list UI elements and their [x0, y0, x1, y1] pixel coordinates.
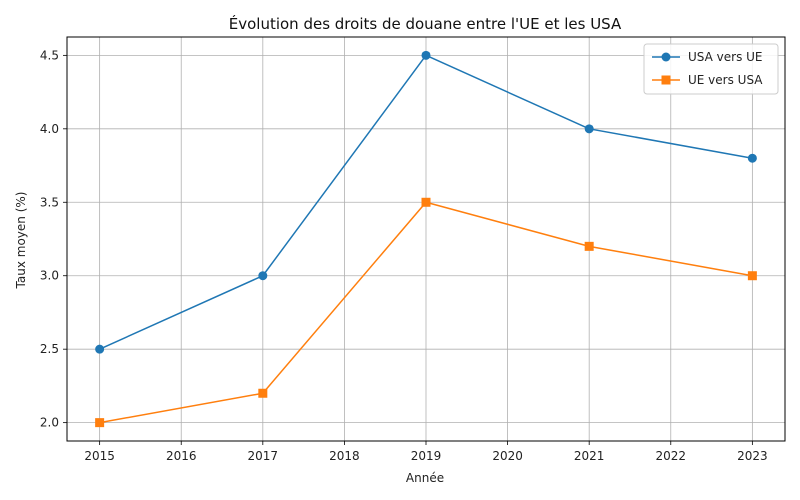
y-axis-label: Taux moyen (%) [14, 192, 28, 290]
data-point [584, 241, 594, 251]
x-tick-label: 2016 [166, 449, 197, 463]
x-tick-label: 2021 [574, 449, 605, 463]
x-axis-label: Année [406, 471, 444, 485]
legend-item: UE vers USA [652, 73, 763, 87]
series-layer [95, 50, 757, 428]
legend-label: UE vers USA [688, 73, 763, 87]
y-axis: 2.0 2.5 3.0 3.5 4.0 4.5 [40, 48, 67, 430]
data-point [584, 124, 594, 134]
chart-title: Évolution des droits de douane entre l'U… [229, 14, 622, 33]
series-1 [95, 197, 757, 428]
y-tick-label: 4.0 [40, 122, 59, 136]
data-point [747, 153, 757, 163]
legend-label: USA vers UE [688, 50, 763, 64]
x-tick-label: 2019 [411, 449, 442, 463]
y-tick-label: 2.0 [40, 416, 59, 430]
legend: USA vers UE UE vers USA [643, 43, 779, 95]
data-point [95, 344, 105, 354]
data-point [421, 197, 431, 207]
legend-swatch-marker [661, 52, 671, 62]
x-tick-label: 2015 [84, 449, 115, 463]
x-tick-label: 2020 [492, 449, 523, 463]
x-tick-label: 2017 [248, 449, 279, 463]
data-point [258, 388, 268, 398]
data-point [747, 271, 757, 281]
legend-item: USA vers UE [652, 50, 763, 64]
y-tick-label: 2.5 [40, 342, 59, 356]
x-tick-label: 2023 [737, 449, 768, 463]
data-point [258, 271, 268, 281]
y-tick-label: 4.5 [40, 48, 59, 62]
data-point [95, 418, 105, 428]
series-0 [95, 50, 757, 354]
y-tick-label: 3.0 [40, 269, 59, 283]
y-tick-label: 3.5 [40, 195, 59, 209]
data-point [421, 50, 431, 60]
legend-swatch-marker [661, 75, 671, 85]
x-tick-label: 2022 [655, 449, 686, 463]
x-axis: 2015 2016 2017 2018 2019 2020 2021 2022 2023 [84, 441, 768, 463]
x-tick-label: 2018 [329, 449, 360, 463]
grid [67, 37, 785, 441]
